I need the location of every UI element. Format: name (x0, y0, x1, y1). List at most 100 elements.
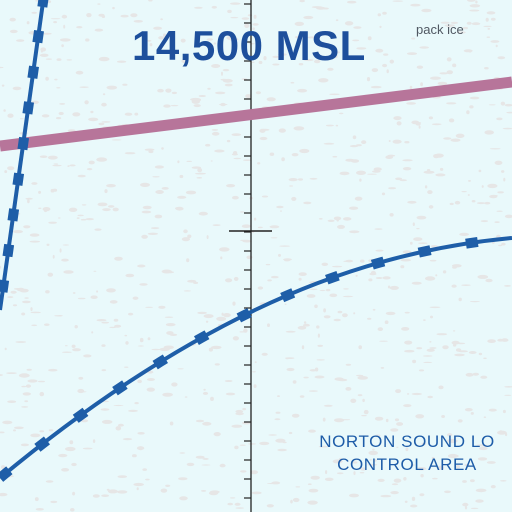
ice-speckle (494, 160, 503, 165)
ice-speckle (34, 497, 39, 502)
ice-speckle (274, 418, 281, 421)
ice-speckle (225, 392, 236, 396)
meridian-line (229, 0, 272, 512)
ice-speckle (101, 15, 106, 18)
ice-speckle (357, 394, 363, 397)
ice-speckle (229, 37, 239, 42)
ice-speckle (410, 504, 418, 508)
ice-speckle (504, 214, 512, 219)
ice-speckle (345, 387, 352, 391)
ice-speckle (401, 327, 410, 331)
ice-speckle (66, 59, 73, 61)
ice-speckle (40, 47, 47, 52)
ice-speckle (374, 228, 383, 230)
ice-speckle (101, 369, 107, 372)
ice-speckle (430, 76, 441, 80)
ice-speckle (338, 457, 343, 461)
ice-speckle (291, 413, 300, 418)
ice-speckle (241, 17, 250, 20)
ice-speckle (277, 448, 287, 452)
ice-speckle (232, 336, 239, 341)
ice-speckle (416, 65, 424, 69)
ice-speckle (317, 333, 320, 338)
ice-speckle (370, 85, 382, 89)
ice-speckle (421, 442, 427, 446)
ice-speckle (138, 446, 143, 451)
ice-speckle (443, 137, 452, 140)
ice-speckle (437, 465, 445, 470)
ice-speckle (104, 189, 108, 194)
ice-speckle (165, 323, 176, 327)
ice-speckle (257, 286, 264, 290)
ice-speckle (389, 285, 399, 290)
ice-speckle (124, 152, 136, 155)
ice-speckle (9, 29, 18, 34)
ice-speckle (266, 504, 274, 508)
ice-speckle (410, 3, 421, 7)
ice-speckle (186, 258, 190, 263)
ice-speckle (171, 382, 178, 387)
ice-speckle (319, 289, 326, 292)
ice-speckle (303, 58, 314, 62)
ice-speckle (147, 232, 159, 235)
ice-speckle (120, 14, 129, 18)
ice-speckle (77, 388, 85, 394)
meridian-ticks (244, 3, 251, 499)
ice-speckle (71, 344, 76, 348)
ice-speckle (352, 135, 357, 140)
ice-speckle (61, 468, 70, 472)
ice-speckle (133, 20, 143, 23)
ice-speckle (0, 374, 3, 376)
ice-speckle (291, 153, 299, 157)
ice-speckle (231, 424, 243, 428)
ice-speckle (161, 269, 172, 274)
ice-speckle (70, 508, 75, 512)
ice-speckle (261, 352, 268, 356)
ice-speckle (69, 440, 74, 445)
ice-speckle (271, 481, 281, 485)
ice-speckle (323, 142, 335, 145)
ice-speckle (211, 5, 217, 9)
ice-speckle (423, 319, 426, 321)
ice-speckle (406, 393, 410, 395)
ice-speckle (162, 392, 173, 397)
ice-speckle (158, 305, 166, 309)
ice-speckle (379, 25, 382, 29)
ice-speckle (387, 285, 391, 289)
ice-speckle (426, 348, 435, 352)
ice-speckle (477, 274, 489, 279)
ice-speckle (22, 300, 31, 304)
ice-speckle (14, 426, 24, 430)
ice-speckle (321, 262, 329, 266)
ice-speckle (416, 467, 427, 471)
ice-speckle (459, 232, 469, 236)
ice-speckle (53, 21, 57, 24)
ice-speckle (407, 200, 417, 204)
ice-speckle (419, 493, 425, 497)
ice-speckle (462, 502, 469, 507)
ice-speckle (224, 380, 233, 382)
ice-speckle (431, 123, 442, 126)
ice-speckle (112, 6, 115, 10)
ice-speckle (404, 349, 415, 353)
ice-speckle (429, 306, 441, 309)
ice-speckle (285, 330, 296, 333)
ice-speckle (61, 44, 64, 48)
ice-speckle (390, 491, 399, 495)
ice-speckle (395, 389, 402, 394)
ice-speckle (469, 301, 480, 303)
ice-speckle (477, 457, 488, 461)
ice-speckle (149, 43, 153, 47)
ice-speckle (253, 217, 257, 221)
ice-speckle (442, 345, 449, 350)
ice-speckle (298, 62, 304, 66)
ice-speckle (402, 250, 412, 254)
ice-speckle (272, 63, 280, 66)
ice-speckle (385, 311, 396, 316)
ice-speckle (102, 208, 111, 212)
ice-speckle (356, 47, 367, 50)
ice-speckle (412, 359, 417, 364)
ice-speckle (161, 147, 164, 150)
ice-speckle (340, 419, 351, 421)
